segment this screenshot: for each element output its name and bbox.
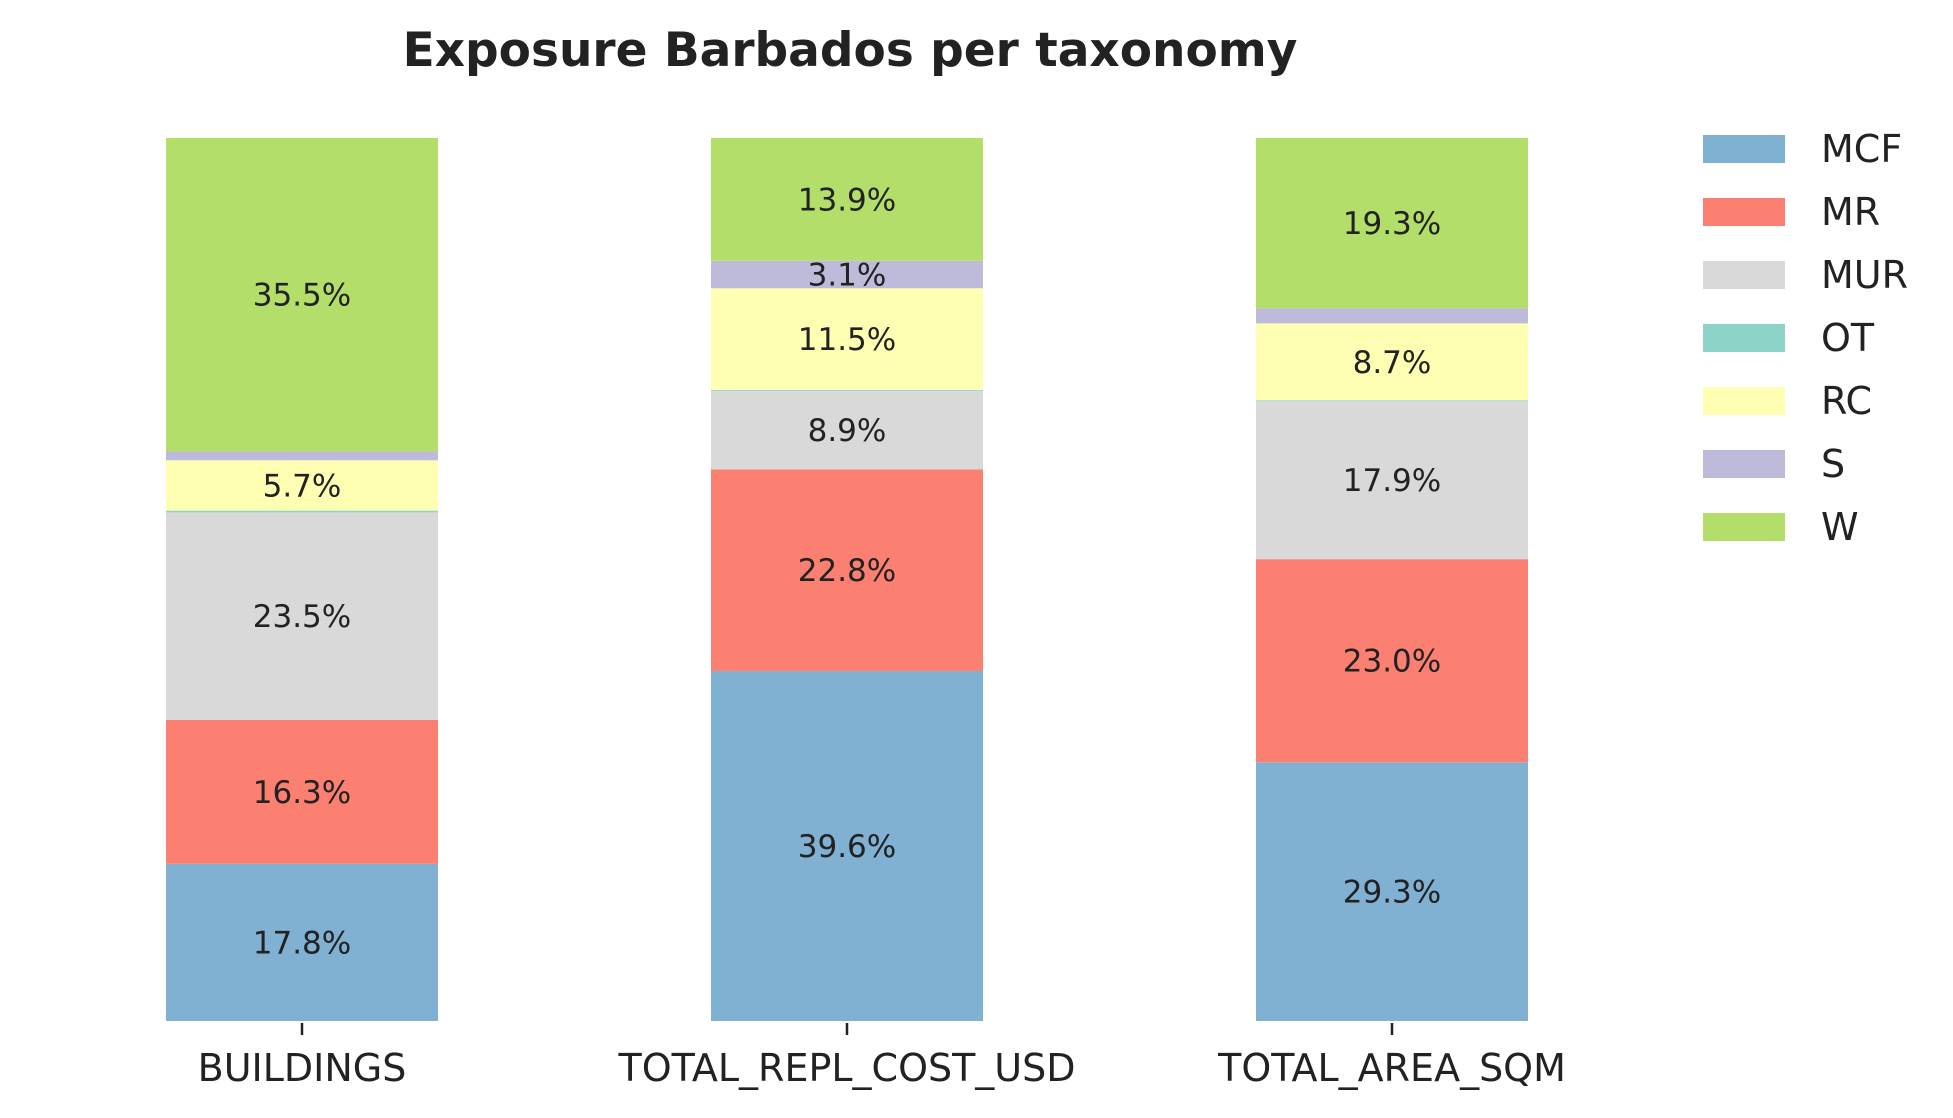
legend-swatch-mr [1703,198,1785,226]
bar-segment-rc-buildings [166,460,438,511]
bar-segment-s-total-area-sqm [1256,308,1528,324]
legend-swatch-ot [1703,324,1785,352]
segment-label: 22.8% [798,553,896,589]
x-axis: BUILDINGS TOTAL_REPL_COST_USD TOTAL_AREA_S… [198,1023,1566,1090]
bar-segment-mur-buildings [166,512,438,720]
segment-label: 39.6% [798,829,896,865]
bar-segment-ot-total-repl-cost-usd [711,389,983,391]
legend-swatch-mcf [1703,135,1785,163]
legend-swatch-mur [1703,261,1785,289]
legend-label-s: S [1821,442,1845,486]
chart-title: Exposure Barbados per taxonomy [403,23,1298,78]
bar-segment-mcf-buildings [166,863,438,1021]
legend-label-rc: RC [1821,379,1872,423]
bar-segment-rc-total-area-sqm [1256,323,1528,401]
bar-segment-mr-total-repl-cost-usd [711,469,983,671]
bar-segment-ot-buildings [166,510,438,513]
segment-label: 19.3% [1343,206,1441,242]
bars-group [166,138,1528,1021]
bar-segment-mur-total-area-sqm [1256,401,1528,560]
legend-swatch-s [1703,450,1785,478]
segment-label: 17.8% [253,925,351,961]
bar-segment-rc-total-repl-cost-usd [711,288,983,390]
segment-label: 8.9% [808,413,887,449]
legend-swatch-w [1703,513,1785,541]
legend-label-w: W [1821,505,1859,549]
bar-segment-mcf-total-area-sqm [1256,762,1528,1021]
segment-label: 11.5% [798,322,896,358]
legend: MCF MR MUR OT RC SW [1703,127,1908,549]
x-tick-label: TOTAL_REPL_COST_USD [617,1046,1075,1090]
segment-label: 35.5% [253,278,351,314]
segment-label: 8.7% [1353,345,1432,381]
bar-segment-mr-buildings [166,719,438,864]
legend-label-mcf: MCF [1821,127,1902,171]
bar-segment-s-buildings [166,451,438,461]
segment-label: 23.5% [253,599,351,635]
bar-segment-mur-total-repl-cost-usd [711,390,983,470]
legend-label-mur: MUR [1821,253,1908,297]
legend-label-mr: MR [1821,190,1880,234]
segment-labels-group: 17.8% 16.3% 23.5% 5.7% 35.5% 39.6% 22.8% 8.9% 11… [253,182,1441,961]
segment-label: 17.9% [1343,463,1441,499]
x-tick-label: BUILDINGS [198,1046,407,1090]
bar-segment-s-total-repl-cost-usd [711,260,983,289]
bar-segment-mr-total-area-sqm [1256,559,1528,763]
x-tick-label: TOTAL_AREA_SQM [1217,1046,1566,1090]
bar-segment-w-total-area-sqm [1256,138,1528,309]
segment-label: 29.3% [1343,875,1441,911]
bar-segment-w-buildings [166,138,438,452]
segment-label: 5.7% [263,468,342,504]
segment-label: 23.0% [1343,644,1441,680]
legend-label-ot: OT [1821,316,1875,360]
bar-segment-ot-total-area-sqm [1256,400,1528,402]
segment-label: 13.9% [798,182,896,218]
bar-segment-mcf-total-repl-cost-usd [711,670,983,1021]
segment-label: 16.3% [253,775,351,811]
legend-swatch-rc [1703,387,1785,415]
segment-label: 3.1% [808,258,887,294]
bar-segment-w-total-repl-cost-usd [711,138,983,261]
